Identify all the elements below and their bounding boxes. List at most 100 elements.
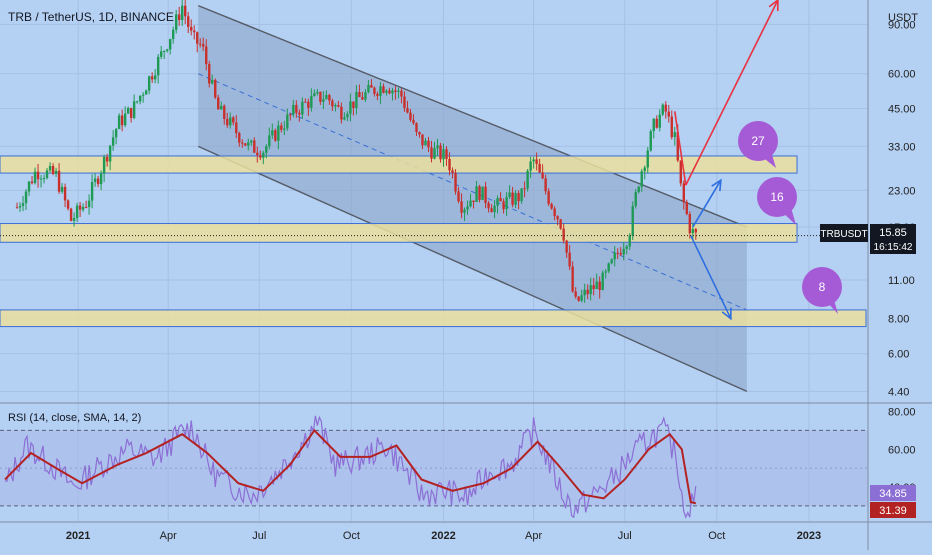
candle-body xyxy=(202,44,205,47)
channel-lower-line[interactable] xyxy=(197,145,748,393)
blue-up-arrow xyxy=(692,179,722,228)
candle-body xyxy=(619,253,622,255)
candle-body xyxy=(295,104,298,113)
candle-body xyxy=(144,90,148,95)
candle-body xyxy=(343,117,346,120)
candle-body xyxy=(319,91,322,102)
candle-body xyxy=(123,113,127,126)
candle-body xyxy=(661,104,664,115)
candle-body xyxy=(691,229,694,234)
rsi-title: RSI (14, close, SMA, 14, 2) xyxy=(8,412,141,424)
candle-body xyxy=(529,161,532,171)
symbol-tag xyxy=(820,224,868,242)
channel-median-line[interactable] xyxy=(198,73,748,311)
support-resistance-zones xyxy=(0,155,867,328)
candle-body xyxy=(370,84,373,88)
candle-body xyxy=(598,281,601,290)
candle-body xyxy=(400,90,403,97)
candle-body xyxy=(286,114,289,129)
candle-body xyxy=(325,94,328,100)
price-tick-label: 33.00 xyxy=(888,141,916,153)
time-tick-label: 2021 xyxy=(66,530,90,542)
candle-body xyxy=(241,142,244,144)
candle-body xyxy=(292,104,295,115)
price-axis-ticks[interactable]: 90.0060.0045.0033.0023.0017.0011.008.006… xyxy=(888,19,916,398)
candle-body xyxy=(256,152,259,156)
candle-body xyxy=(114,128,118,138)
candle-body xyxy=(105,156,109,162)
red-projection-drop xyxy=(673,111,687,186)
candle-body xyxy=(162,50,166,52)
candle-body xyxy=(99,173,103,185)
candle-body xyxy=(424,140,427,146)
candle-body xyxy=(147,76,151,91)
candle-body xyxy=(574,291,577,297)
price-tick-label: 8.00 xyxy=(888,314,909,326)
candle-body xyxy=(430,147,433,159)
candle-body xyxy=(340,106,343,120)
channel-upper-line[interactable] xyxy=(197,5,748,228)
candle-body xyxy=(379,86,382,96)
candle-body xyxy=(171,29,175,40)
candle-body xyxy=(199,43,202,45)
candle-body xyxy=(493,205,496,213)
candle-body xyxy=(622,248,625,255)
candle-body xyxy=(511,192,514,205)
candlestick-series xyxy=(15,0,698,303)
candle-body xyxy=(478,186,481,200)
last-price-tag xyxy=(870,224,916,254)
candle-body xyxy=(451,170,454,173)
candle-body xyxy=(229,117,232,126)
candle-body xyxy=(640,171,643,187)
candle-body xyxy=(571,266,574,292)
candle-body xyxy=(664,104,667,112)
candle-body xyxy=(223,105,226,119)
candle-body xyxy=(211,79,214,84)
rsi-tick-label: 80.00 xyxy=(888,407,916,419)
candle-body xyxy=(235,122,238,134)
time-axis-ticks[interactable]: 2021 Apr Jul Oct 2022 Apr Jul Oct 2023 xyxy=(66,530,821,542)
candle-body xyxy=(652,118,655,132)
bubble-16[interactable]: 16 xyxy=(757,177,797,225)
price-zone xyxy=(0,223,798,243)
candle-body xyxy=(634,192,637,207)
candle-body xyxy=(349,101,352,114)
candle-body xyxy=(394,90,397,92)
candle-body xyxy=(220,105,223,110)
rsi-line[interactable] xyxy=(4,415,697,519)
candle-body xyxy=(150,76,154,80)
candle-body xyxy=(469,200,472,207)
candle-body xyxy=(90,181,94,201)
candle-body xyxy=(247,142,250,146)
candle-body xyxy=(688,213,691,234)
time-tick-label: 2023 xyxy=(797,530,821,542)
candle-body xyxy=(352,101,355,109)
candle-body xyxy=(141,94,145,96)
candle-body xyxy=(460,201,463,213)
candle-body xyxy=(676,132,679,161)
descending-channel[interactable] xyxy=(198,5,747,392)
countdown-value: 16:15:42 xyxy=(874,242,913,253)
candle-body xyxy=(280,125,283,130)
red-projection-arrow-head xyxy=(768,0,779,12)
candle-body xyxy=(355,92,358,109)
candle-body xyxy=(442,149,445,160)
candle-body xyxy=(550,203,553,209)
candle-body xyxy=(208,64,211,84)
candle-body xyxy=(135,101,139,103)
candle-body xyxy=(250,140,253,143)
bubble-8[interactable]: 8 xyxy=(802,267,842,314)
candle-body xyxy=(607,263,610,272)
candle-body xyxy=(397,90,400,92)
rsi-ma-line[interactable] xyxy=(4,428,697,505)
candle-body xyxy=(244,143,247,146)
candle-body xyxy=(487,202,490,209)
candle-body xyxy=(181,5,184,21)
candle-body xyxy=(277,125,280,141)
candle-body xyxy=(75,205,79,219)
candle-body xyxy=(541,172,544,179)
bubble-27[interactable]: 27 xyxy=(738,121,778,168)
candle-body xyxy=(54,170,58,174)
rsi-value-tag xyxy=(870,485,916,501)
